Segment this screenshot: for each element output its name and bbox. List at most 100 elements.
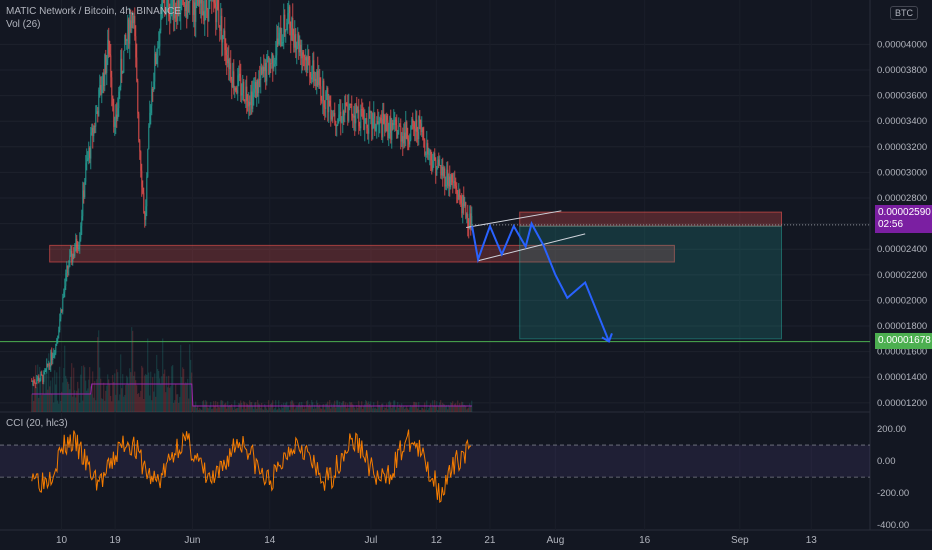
- candle-body: [106, 59, 108, 73]
- volume-bar: [139, 396, 141, 412]
- volume-bar: [197, 405, 199, 412]
- volume-label[interactable]: Vol (26): [6, 19, 41, 30]
- cci-tick-label: 200.00: [877, 424, 906, 435]
- volume-bar: [167, 387, 169, 412]
- time-axis[interactable]: 10 19 Jun 14 Jul 12 21 Aug 16 Sep 13: [56, 535, 817, 546]
- candle-body: [424, 139, 426, 155]
- volume-bar: [132, 330, 134, 412]
- volume-bar: [415, 402, 417, 412]
- volume-bar: [271, 402, 273, 412]
- candle-body: [372, 118, 374, 130]
- candle-body: [260, 67, 262, 80]
- volume-bar: [130, 372, 132, 412]
- candle-body: [98, 89, 100, 117]
- volume-bar: [357, 407, 359, 412]
- volume-bar: [31, 394, 33, 412]
- candle-body: [208, 0, 210, 22]
- candle-body: [148, 126, 150, 149]
- volume-bar: [159, 378, 161, 412]
- volume-bar: [143, 399, 145, 412]
- volume-bar: [112, 375, 114, 412]
- volume-bar: [262, 409, 264, 412]
- candle-body: [217, 0, 219, 10]
- volume-bar: [88, 379, 90, 412]
- candle-body: [421, 128, 423, 133]
- candle-body: [124, 34, 126, 51]
- volume-bar: [86, 390, 88, 412]
- candle-body: [199, 0, 201, 4]
- volume-bar: [281, 404, 283, 412]
- volume-bar: [405, 407, 407, 412]
- time-tick-label: Jul: [365, 535, 378, 546]
- volume-bar: [402, 406, 404, 412]
- candle-body: [457, 194, 459, 200]
- candle-body: [292, 18, 294, 36]
- volume-bar: [319, 404, 321, 412]
- volume-bar: [401, 403, 403, 412]
- candle-body: [123, 50, 125, 73]
- volume-bar: [209, 406, 211, 412]
- volume-bar: [107, 374, 109, 412]
- projection-path: [471, 220, 610, 342]
- candle-body: [456, 188, 458, 195]
- candle-body: [460, 196, 462, 204]
- volume-bar: [398, 407, 400, 412]
- volume-bar: [458, 405, 460, 412]
- volume-bar: [81, 366, 83, 412]
- candle-body: [125, 34, 127, 42]
- volume-bar: [71, 363, 73, 412]
- volume-bar: [179, 396, 181, 412]
- candle-body: [301, 52, 303, 59]
- candle-body: [458, 189, 460, 200]
- volume-bar: [301, 401, 303, 412]
- candle-body: [104, 54, 106, 87]
- candle-body: [257, 80, 259, 94]
- volume-bar: [125, 385, 127, 412]
- candle-body: [288, 6, 290, 14]
- volume-bar: [176, 394, 178, 412]
- candle-body: [413, 122, 415, 129]
- candle-body: [236, 90, 238, 94]
- currency-badge[interactable]: BTC: [890, 6, 918, 20]
- volume-bar: [288, 405, 290, 412]
- volume-bar: [383, 409, 385, 412]
- volume-bar: [339, 401, 341, 412]
- volume-bar: [90, 386, 92, 412]
- volume-bar: [468, 407, 470, 412]
- candle-body: [55, 344, 57, 354]
- volume-bar: [331, 403, 333, 412]
- volume-bar: [89, 367, 91, 412]
- candle-body: [328, 100, 330, 113]
- volume-bar: [424, 402, 426, 412]
- volume-bar: [449, 406, 451, 412]
- candle-body: [353, 115, 355, 118]
- volume-bar: [208, 408, 210, 412]
- candle-body: [152, 88, 154, 91]
- volume-bar: [263, 409, 265, 412]
- volume-bar: [198, 409, 200, 412]
- candle-body: [363, 118, 365, 130]
- volume-bar: [408, 409, 410, 412]
- volume-bar: [183, 369, 185, 412]
- volume-bar: [269, 407, 271, 412]
- volume-bar: [169, 387, 171, 412]
- cci-tick-label: -200.00: [877, 488, 909, 499]
- price-axis[interactable]: 0.00004000 0.00003800 0.00003600 0.00003400…: [877, 39, 927, 531]
- symbol-title[interactable]: MATIC Network / Bitcoin, 4h, BINANCE: [6, 6, 181, 17]
- candle-body: [304, 56, 306, 61]
- candle-body: [69, 255, 71, 267]
- volume-bar: [413, 401, 415, 412]
- drawings[interactable]: [466, 210, 613, 343]
- candle-body: [144, 213, 146, 220]
- cci-label[interactable]: CCI (20, hlc3): [6, 418, 68, 429]
- candle-body: [185, 0, 187, 11]
- volume-bar: [206, 401, 208, 412]
- candle-body: [130, 20, 132, 29]
- candle-body: [108, 39, 110, 54]
- candle-body: [376, 121, 378, 127]
- candle-body: [62, 297, 64, 312]
- candle-body: [386, 115, 388, 120]
- candle-body: [380, 118, 382, 120]
- candle-body: [194, 2, 196, 22]
